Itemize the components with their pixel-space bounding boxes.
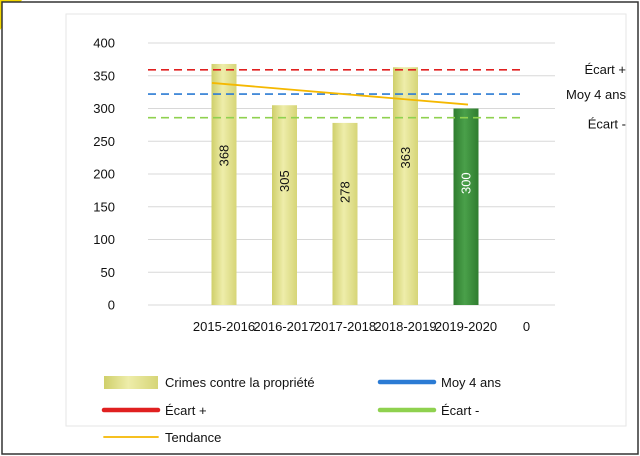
y-tick-label: 400 [93, 36, 115, 51]
legend-label: Écart + [165, 403, 207, 418]
bar-value-label: 278 [338, 181, 353, 203]
legend-label: Écart - [441, 403, 479, 418]
plot-area-border [65, 13, 627, 427]
x-tick-label: 2015-2016 [193, 319, 255, 334]
trend [211, 82, 469, 106]
bar-labels: 368 305 278 363 300 [217, 145, 474, 203]
legend-label: Moy 4 ans [441, 375, 501, 390]
bar [453, 108, 479, 305]
x-tick-label: 0 [523, 319, 530, 334]
bar [211, 63, 237, 306]
x-axis: 2015-20162016-20172017-20182018-20192019… [193, 319, 530, 334]
reference-lines: Écart + Moy 4 ans Écart - [148, 62, 626, 132]
x-tick-label: 2017-2018 [314, 319, 376, 334]
x-tick-label: 2016-2017 [253, 319, 315, 334]
bar [393, 67, 418, 305]
y-tick-label: 250 [93, 134, 115, 149]
reference-line-label: Écart + [584, 62, 626, 77]
y-tick-label: 100 [93, 232, 115, 247]
reference-line-label: Écart - [588, 117, 626, 132]
x-tick-label: 2018-2019 [374, 319, 436, 334]
y-tick-label: 300 [93, 101, 115, 116]
x-tick-label: 2019-2020 [435, 319, 497, 334]
y-tick-label: 150 [93, 199, 115, 214]
legend-label: Crimes contre la propriété [165, 375, 315, 390]
y-tick-label: 50 [101, 265, 115, 280]
bar-value-label: 305 [277, 170, 292, 192]
legend: Crimes contre la propriété Moy 4 ans Écart… [101, 375, 501, 445]
bar [332, 122, 358, 305]
trend-line [211, 82, 469, 106]
reference-line-label: Moy 4 ans [566, 87, 626, 102]
legend-swatch [104, 376, 158, 389]
legend-label: Tendance [165, 430, 221, 445]
y-tick-label: 200 [93, 167, 115, 182]
bar-value-label: 368 [217, 145, 232, 167]
bar-value-label: 363 [398, 147, 413, 169]
y-axis: 0 50 100 150 200 250 300 350 400 [93, 36, 115, 313]
y-tick-label: 0 [108, 298, 115, 313]
bars [211, 63, 479, 306]
bar-value-label: 300 [459, 172, 474, 194]
bar [272, 105, 297, 305]
y-tick-label: 350 [93, 68, 115, 83]
